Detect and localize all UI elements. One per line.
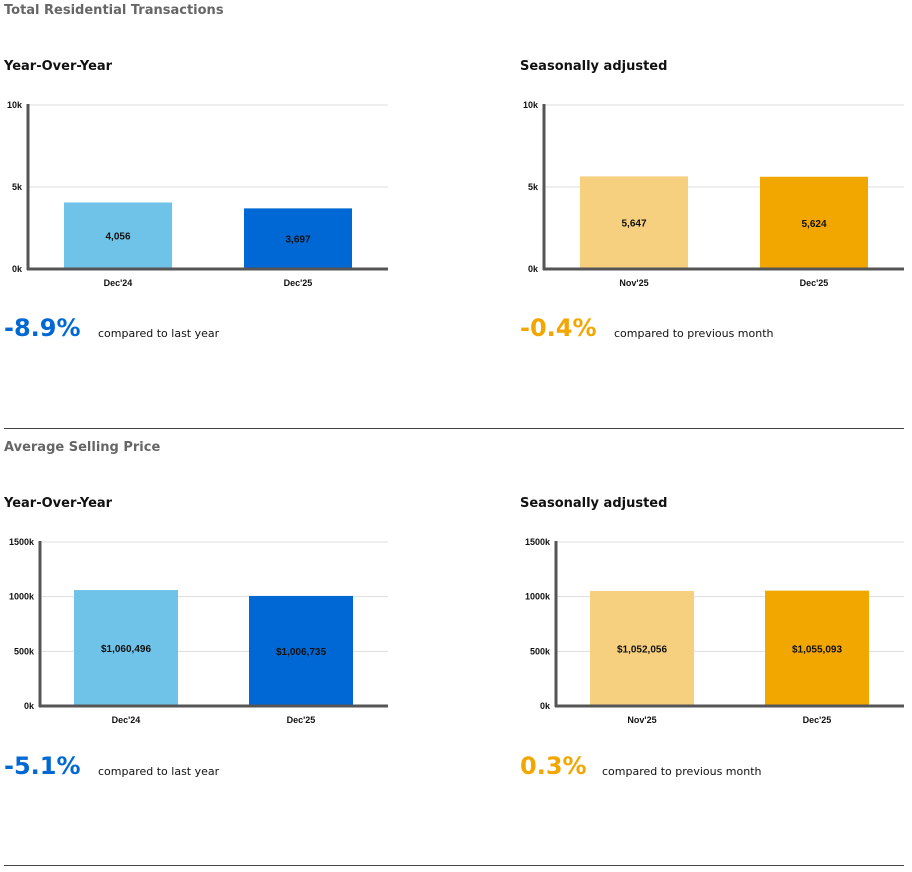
y-tick-label: 10k	[7, 100, 23, 110]
chart-price-sa: 0k 500k 1000k 1500k $1,052,056 Nov'25 $1,055,0…	[525, 537, 904, 725]
bar	[64, 202, 172, 269]
y-tick-label: 0k	[24, 701, 35, 711]
bar-value-label: 4,056	[105, 232, 130, 243]
chart-title-price-yoy: Year-Over-Year	[4, 496, 113, 511]
x-category-label: Dec'24	[112, 715, 141, 725]
y-tick-label: 5k	[12, 182, 23, 192]
chart-title-transactions-yoy: Year-Over-Year	[4, 59, 113, 74]
change-description-transactions-yoy: compared to last year	[98, 327, 220, 340]
section-title-transactions: Total Residential Transactions	[4, 3, 224, 18]
bar	[580, 176, 688, 269]
chart-price-yoy: 0k 500k 1000k 1500k $1,060,496 Dec'24 $1,006,7…	[9, 537, 388, 725]
y-tick-label: 0k	[12, 264, 23, 274]
bar-value-label: 5,647	[621, 219, 646, 230]
bar	[244, 208, 352, 269]
section-title-price: Average Selling Price	[4, 440, 161, 455]
change-description-price-yoy: compared to last year	[98, 765, 220, 778]
x-category-label: Dec'25	[284, 278, 313, 288]
x-category-label: Dec'25	[803, 715, 832, 725]
x-category-label: Dec'25	[287, 715, 316, 725]
y-tick-label: 1500k	[525, 537, 551, 547]
x-category-label: Dec'24	[104, 278, 133, 288]
bar	[760, 176, 868, 269]
change-value-price-yoy: -5.1%	[4, 752, 81, 780]
chart-transactions-sa: 0k 5k 10k 5,647 Nov'25 5,624 Dec'25	[523, 100, 904, 288]
chart-title-price-sa: Seasonally adjusted	[520, 496, 668, 511]
change-description-transactions-sa: compared to previous month	[614, 327, 774, 340]
chart-title-transactions-sa: Seasonally adjusted	[520, 59, 668, 74]
change-value-transactions-sa: -0.4%	[520, 314, 597, 342]
y-tick-label: 1000k	[525, 592, 551, 602]
y-tick-label: 1000k	[9, 592, 35, 602]
bar-value-label: 5,624	[801, 219, 826, 230]
bar-value-label: $1,060,496	[101, 644, 151, 655]
bar	[74, 590, 178, 706]
bar	[590, 590, 694, 706]
y-tick-label: 0k	[528, 264, 539, 274]
y-tick-label: 500k	[530, 646, 551, 656]
bar	[249, 595, 353, 706]
section-divider-bottom	[4, 865, 904, 866]
y-tick-label: 0k	[540, 701, 551, 711]
bar-value-label: $1,055,093	[792, 644, 842, 655]
bar	[765, 590, 869, 706]
bar-value-label: 3,697	[285, 235, 310, 246]
y-tick-label: 500k	[14, 646, 35, 656]
y-tick-label: 10k	[523, 100, 539, 110]
x-category-label: Nov'25	[619, 278, 648, 288]
y-tick-label: 1500k	[9, 537, 35, 547]
change-value-price-sa: 0.3%	[520, 752, 587, 780]
bar-value-label: $1,006,735	[276, 647, 326, 658]
x-category-label: Nov'25	[627, 715, 656, 725]
change-value-transactions-yoy: -8.9%	[4, 314, 81, 342]
x-category-label: Dec'25	[800, 278, 829, 288]
section-divider	[4, 428, 904, 429]
change-description-price-sa: compared to previous month	[602, 765, 762, 778]
bar-value-label: $1,052,056	[617, 644, 667, 655]
y-tick-label: 5k	[528, 182, 539, 192]
chart-transactions-yoy: 0k 5k 10k 4,056 Dec'24 3,697 Dec'25	[7, 100, 388, 288]
